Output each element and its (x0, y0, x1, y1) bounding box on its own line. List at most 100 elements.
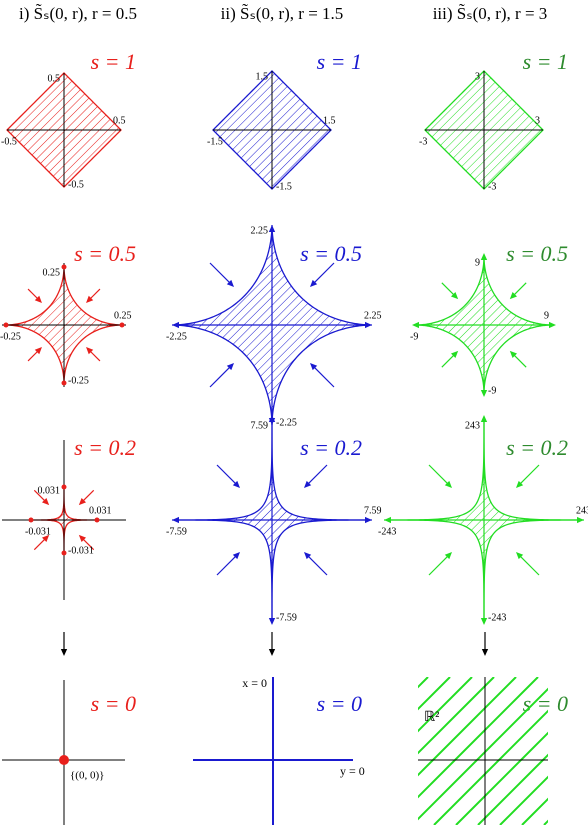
s-label: s = 0.2 (300, 435, 362, 460)
s-label: s = 0 (317, 691, 362, 716)
arrow-head (450, 350, 459, 359)
shrink-arrow (428, 554, 450, 576)
tick-label: 9 (475, 257, 480, 268)
arrow-head (86, 347, 94, 355)
plane-label: ℝ² (424, 710, 439, 725)
arrow-head (172, 516, 179, 524)
plane-hatch (433, 709, 548, 825)
arrow-head (268, 225, 276, 232)
axis-label: y = 0 (340, 764, 365, 778)
tick-label: 1.5 (323, 115, 336, 126)
tick-label: 7.59 (251, 420, 269, 431)
arrow-head (226, 279, 234, 287)
arrow-head (384, 516, 391, 524)
tip-dot (3, 322, 9, 328)
point-label: {(0, 0)} (70, 770, 104, 782)
s-label: s = 1 (317, 49, 362, 74)
arrow-head (365, 321, 372, 329)
arrow-head (232, 552, 240, 560)
arrow-head (34, 295, 42, 303)
s-label: s = 1 (91, 49, 136, 74)
tick-label: -3 (488, 181, 496, 192)
arrow-head (365, 516, 372, 524)
shrink-arrow (209, 365, 232, 388)
arrow-head (516, 552, 524, 560)
column-title: ii) S̃ₛ(0, r), r = 1.5 (221, 4, 344, 23)
tip-dot (61, 550, 67, 556)
tick-label: -0.5 (1, 136, 17, 147)
s-label: s = 0.2 (506, 435, 568, 460)
tick-label: 0.25 (114, 310, 132, 321)
s-label: s = 0.5 (300, 241, 362, 266)
tick-label: 7.59 (364, 505, 382, 516)
tick-label: 0.031 (38, 485, 61, 496)
arrow-head (549, 321, 556, 329)
shrink-arrow (216, 464, 238, 486)
tick-label: -0.031 (25, 526, 51, 537)
plane-hatch (418, 677, 517, 777)
shrink-arrow (512, 282, 527, 297)
tip-dot (61, 380, 67, 386)
tick-label: -2.25 (276, 417, 297, 428)
shrink-arrow (512, 353, 527, 368)
tick-label: -9 (488, 385, 496, 396)
s-label: s = 0.5 (74, 241, 136, 266)
arrow-head (444, 480, 452, 488)
plane-hatch (455, 731, 548, 825)
tick-label: 0.25 (43, 267, 61, 278)
tick-label: 3 (475, 71, 480, 82)
s-label: s = 0.5 (506, 241, 568, 266)
tick-label: 243 (576, 505, 588, 516)
tick-label: 3 (535, 115, 540, 126)
arrow-head (232, 480, 240, 488)
arrow-head (480, 253, 488, 260)
tick-label: 243 (465, 420, 480, 431)
plane-hatch (499, 775, 548, 825)
arrow-head (480, 390, 488, 397)
tick-label: -7.59 (276, 612, 297, 623)
tick-label: -0.25 (0, 331, 21, 342)
arrow-head (444, 552, 452, 560)
s-label: s = 1 (523, 49, 568, 74)
arrow-head (78, 497, 87, 506)
arrow-head (41, 497, 50, 506)
arrow-head (172, 321, 179, 329)
axis-label: x = 0 (242, 676, 267, 690)
arrow-head (310, 363, 318, 371)
shrink-arrow (518, 464, 540, 486)
tick-label: -243 (488, 612, 506, 623)
arrow-head (34, 347, 42, 355)
origin-point (59, 755, 69, 765)
plane-hatch (418, 687, 548, 821)
arrow-head (412, 321, 419, 329)
tick-label: -0.031 (68, 545, 94, 556)
shrink-arrow (441, 282, 456, 297)
column-title: i) S̃ₛ(0, r), r = 0.5 (19, 4, 137, 23)
tick-label: 0.5 (113, 115, 126, 126)
arrow-head (78, 534, 87, 543)
arrow-head (509, 291, 518, 300)
arrow-head (268, 618, 276, 625)
tip-dot (119, 322, 125, 328)
arrow-head (226, 363, 234, 371)
arrow-head (86, 295, 94, 303)
arrow-head (450, 291, 459, 300)
s-label: s = 0 (91, 691, 136, 716)
shrink-arrow (216, 554, 238, 576)
shrink-arrow (518, 554, 540, 576)
arrow-head (304, 552, 312, 560)
plane-hatch (418, 677, 451, 711)
shrink-arrow (306, 554, 328, 576)
arrow-head (577, 516, 584, 524)
tick-label: -1.5 (276, 181, 292, 192)
arrow-head (310, 279, 318, 287)
s-label: s = 0.2 (74, 435, 136, 460)
tick-label: 9 (544, 310, 549, 321)
plane-hatch (418, 677, 495, 755)
arrow-head (41, 534, 50, 543)
arrow-head (509, 350, 518, 359)
arrow-head (516, 480, 524, 488)
tick-label: -243 (378, 526, 396, 537)
shrink-arrow (441, 353, 456, 368)
